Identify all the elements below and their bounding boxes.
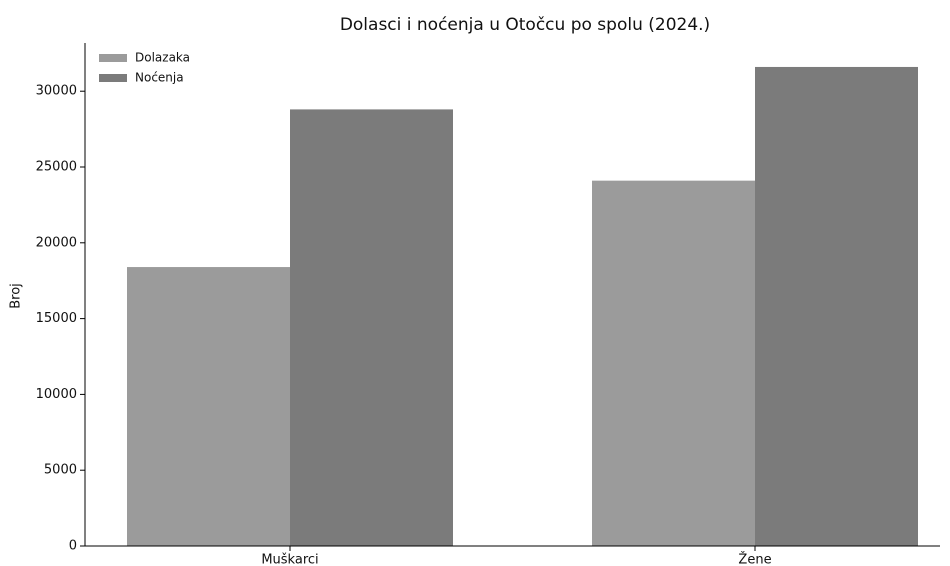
y-tick-label: 10000 [36,387,77,402]
legend-swatch [99,74,127,82]
y-tick-label: 30000 [36,84,77,99]
y-tick-label: 25000 [36,160,77,175]
y-tick-label: 5000 [44,463,77,478]
y-axis-label: Broj [9,283,24,309]
bar [290,109,453,547]
legend-label: Dolazaka [135,51,190,65]
y-tick-label: 0 [69,539,77,554]
bar [592,180,755,546]
legend-swatch [99,54,127,62]
bar [127,267,290,546]
chart-title: Dolasci i noćenja u Otočcu po spolu (202… [340,15,710,35]
x-tick-label: Žene [738,552,771,566]
x-tick-label: Muškarci [261,553,318,566]
bar [755,66,918,546]
y-tick-label: 15000 [36,311,77,326]
legend-label: Noćenja [135,71,184,85]
y-tick-label: 20000 [36,235,77,250]
